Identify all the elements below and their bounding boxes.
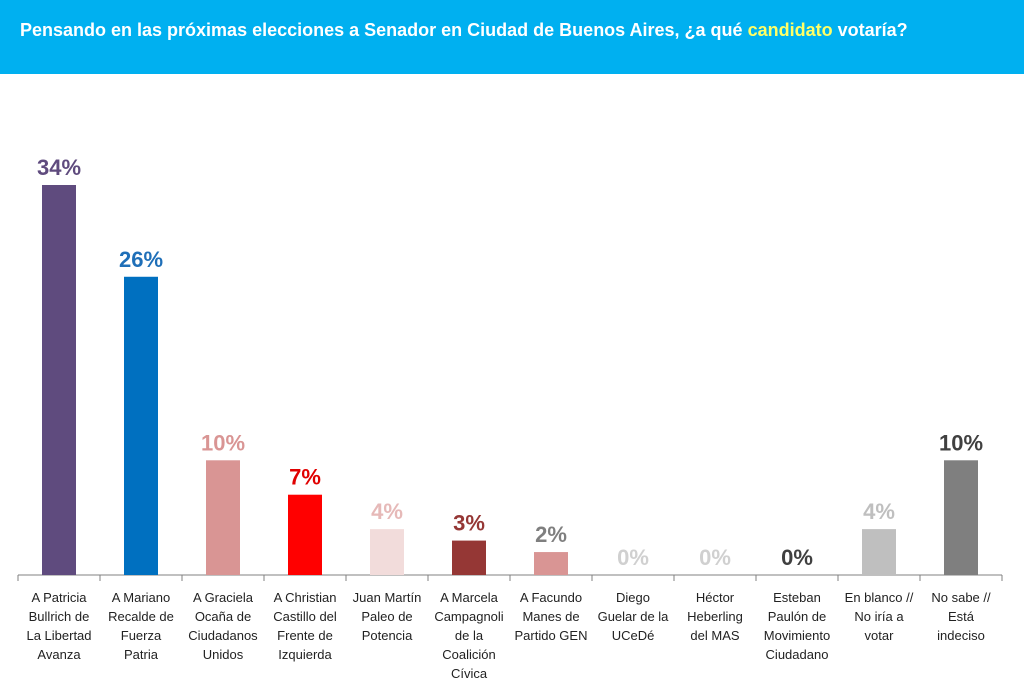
value-label: 0% [699, 545, 731, 570]
value-label: 3% [453, 511, 485, 536]
category-label-line: Unidos [203, 647, 244, 662]
category-label-line: Paulón de [768, 609, 827, 624]
category-label: A Mariano Recalde de Fuerza Patria [108, 590, 174, 662]
bar [124, 276, 158, 575]
category-label: Héctor Heberling del MAS [687, 590, 743, 643]
category-label-line: Potencia [362, 628, 413, 643]
category-label: A Christian Castillo del Frente de Izquierd… [273, 590, 337, 662]
category-label-line: A Graciela [193, 590, 254, 605]
category-label-line: La Libertad [26, 628, 91, 643]
value-label: 10% [939, 430, 983, 455]
category-label-line: No sabe // [931, 590, 991, 605]
category-label-line: Recalde de [108, 609, 174, 624]
category-label-line: UCeDé [612, 628, 655, 643]
category-label-line: Patria [124, 647, 159, 662]
title-text-end: votaría? [832, 20, 908, 40]
category-label-line: Paleo de [361, 609, 412, 624]
category-label-line: A Facundo [520, 590, 582, 605]
value-label: 34% [37, 155, 81, 180]
page-title: Pensando en las próximas elecciones a Se… [20, 20, 908, 41]
category-label-line: Guelar de la [598, 609, 670, 624]
category-label-line: Fuerza [121, 628, 162, 643]
header-bar: Pensando en las próximas elecciones a Se… [0, 0, 1024, 74]
category-label-line: A Mariano [112, 590, 171, 605]
value-label: 7% [289, 465, 321, 490]
bar [206, 460, 240, 575]
category-label-line: Esteban [773, 590, 821, 605]
bar [534, 552, 568, 575]
value-label: 4% [863, 499, 895, 524]
bar [452, 540, 486, 575]
category-label: Diego Guelar de la UCeDé [598, 590, 670, 643]
category-label: A Marcela Campagnoli de la Coalición Cívica [434, 590, 503, 681]
category-label: No sabe // Está indeciso [931, 590, 991, 643]
category-label-line: No iría a [854, 609, 904, 624]
category-label: En blanco // No iría a votar [845, 590, 914, 643]
category-label-line: Frente de [277, 628, 333, 643]
value-label: 0% [617, 545, 649, 570]
value-label: 26% [119, 247, 163, 272]
category-label-line: de la [455, 628, 484, 643]
category-label-line: Está [948, 609, 975, 624]
value-label: 4% [371, 499, 403, 524]
bar [370, 529, 404, 575]
category-label-line: indeciso [937, 628, 985, 643]
category-label: Esteban Paulón de Movimiento Ciudadano [764, 590, 830, 662]
bar [944, 460, 978, 575]
category-label-line: del MAS [690, 628, 739, 643]
category-label-line: A Christian [274, 590, 337, 605]
category-label-line: Cívica [451, 666, 488, 681]
bar [862, 529, 896, 575]
category-label-line: Partido GEN [515, 628, 588, 643]
category-label-line: Movimiento [764, 628, 830, 643]
value-label: 2% [535, 522, 567, 547]
category-label-line: Manes de [522, 609, 579, 624]
category-label-line: Diego [616, 590, 650, 605]
bar [42, 185, 76, 575]
category-label-line: votar [865, 628, 895, 643]
category-label: A Facundo Manes de Partido GEN [515, 590, 588, 643]
title-text-start: Pensando en las próximas elecciones a Se… [20, 20, 748, 40]
category-label-line: A Marcela [440, 590, 499, 605]
category-label-line: Heberling [687, 609, 743, 624]
bar [288, 494, 322, 575]
category-label-line: Ciudadanos [188, 628, 258, 643]
category-label: Juan Martín Paleo de Potencia [353, 590, 422, 643]
category-label-line: Izquierda [278, 647, 332, 662]
category-label-line: Ciudadano [766, 647, 829, 662]
category-label-line: Avanza [37, 647, 81, 662]
category-label: A Patricia Bullrich de La Libertad Avanza [26, 590, 91, 662]
category-label-line: Campagnoli [434, 609, 503, 624]
category-label-line: Bullrich de [29, 609, 90, 624]
category-label-line: En blanco // [845, 590, 914, 605]
title-highlight: candidato [747, 20, 833, 40]
category-label-line: Héctor [696, 590, 735, 605]
category-label-line: Ocaña de [195, 609, 251, 624]
category-label-line: Castillo del [273, 609, 337, 624]
category-label: A Graciela Ocaña de Ciudadanos Unidos [188, 590, 258, 662]
category-label-line: A Patricia [32, 590, 88, 605]
value-label: 0% [781, 545, 813, 570]
category-label-line: Coalición [442, 647, 495, 662]
category-label-line: Juan Martín [353, 590, 422, 605]
value-label: 10% [201, 430, 245, 455]
